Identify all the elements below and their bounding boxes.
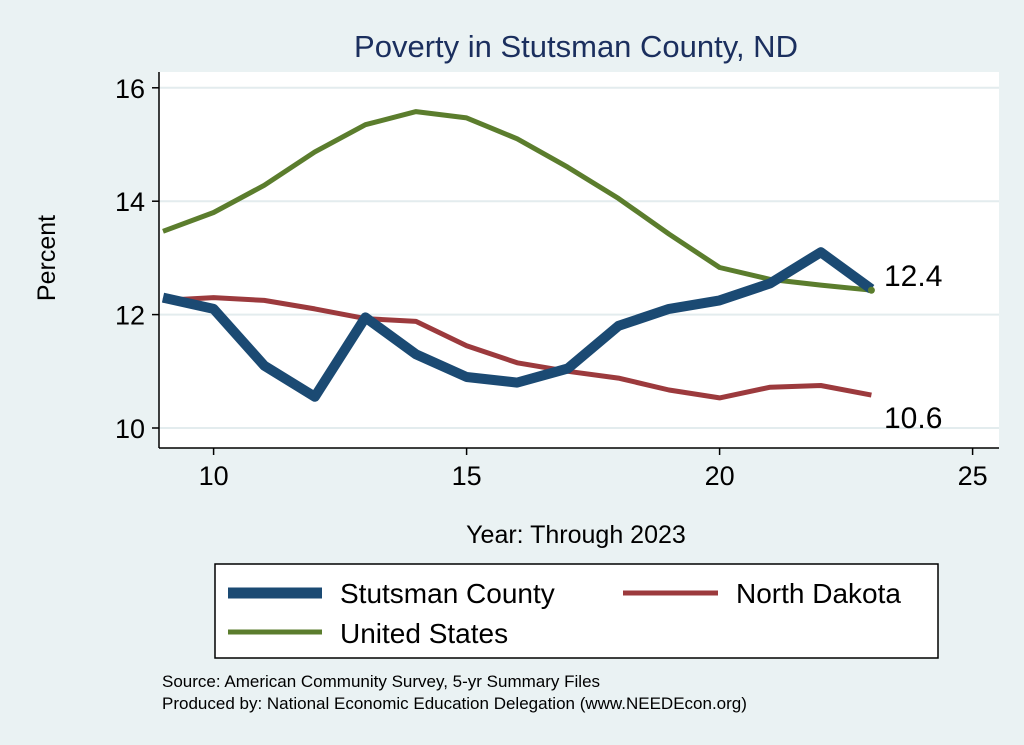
x-axis-title: Year: Through 2023 [466,521,686,549]
x-tick-label-20: 20 [705,461,735,491]
label-nd-end: 10.6 [884,402,942,435]
series-lines [161,109,875,402]
x-tick-label-25: 25 [958,461,988,491]
x-tick-label-15: 15 [452,461,482,491]
legend-label-stutsman: Stutsman County [340,578,555,609]
series-line-north-dakota [162,295,872,401]
united-states-end-marker [867,286,875,294]
y-tick-label-10: 10 [115,414,145,444]
axes: 10 12 14 16 10 15 20 25 [115,72,999,491]
y-tick-label-12: 12 [115,301,145,331]
label-stutsman-end: 12.4 [884,260,942,293]
legend: Stutsman County North Dakota United Stat… [214,563,939,659]
y-axis-title: Percent [33,215,61,301]
series-line-stutsman [161,247,875,402]
gridlines [159,86,999,429]
producer-note: Produced by: National Economic Education… [162,694,747,713]
x-tick-label-10: 10 [199,461,229,491]
series-line-united-states [162,109,872,293]
source-note: Source: American Community Survey, 5-yr … [162,672,600,691]
y-tick-label-16: 16 [115,74,145,104]
legend-label-north-dakota: North Dakota [736,578,901,609]
legend-label-united-states: United States [340,618,508,649]
legend-box [214,563,939,659]
plot-area [159,72,999,448]
y-tick-label-14: 14 [115,187,145,217]
chart-title: Poverty in Stutsman County, ND [354,29,798,64]
